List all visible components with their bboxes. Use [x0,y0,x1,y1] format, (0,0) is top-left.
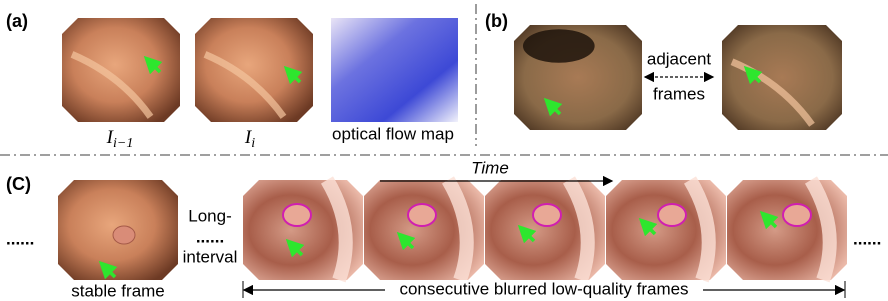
polyp [113,226,135,244]
caption: stable frame [71,281,165,300]
ellipsis: ...... [6,229,34,248]
polyp [283,204,311,226]
endoscopy-image [62,18,180,122]
polyp [658,204,686,226]
polyp [408,204,436,226]
frame-label: Ii [244,127,255,151]
optical-flow-image [331,18,458,122]
caption: optical flow map [332,124,454,143]
image-layer [58,18,847,280]
endoscopy-image [195,18,313,122]
endoscopy-image [722,25,842,130]
ellipsis: ...... [853,229,881,248]
time-label: Time [471,158,509,177]
figure: (a) Ii−1 Ii optical flow map (b) adjacen… [0,0,888,301]
panel-label: (b) [485,11,508,31]
caption: frames [653,84,705,103]
frame-label: Ii−1 [106,127,134,151]
lumen [523,29,595,63]
panel-label: (a) [6,11,28,31]
ellipsis: ...... [196,227,224,246]
caption: interval [183,247,238,266]
caption: consecutive blurred low-quality frames [399,279,688,298]
polyp [533,204,561,226]
panel-label: (C) [6,174,31,194]
caption: adjacent [647,49,712,68]
caption: Long- [188,206,231,225]
polyp [783,204,811,226]
